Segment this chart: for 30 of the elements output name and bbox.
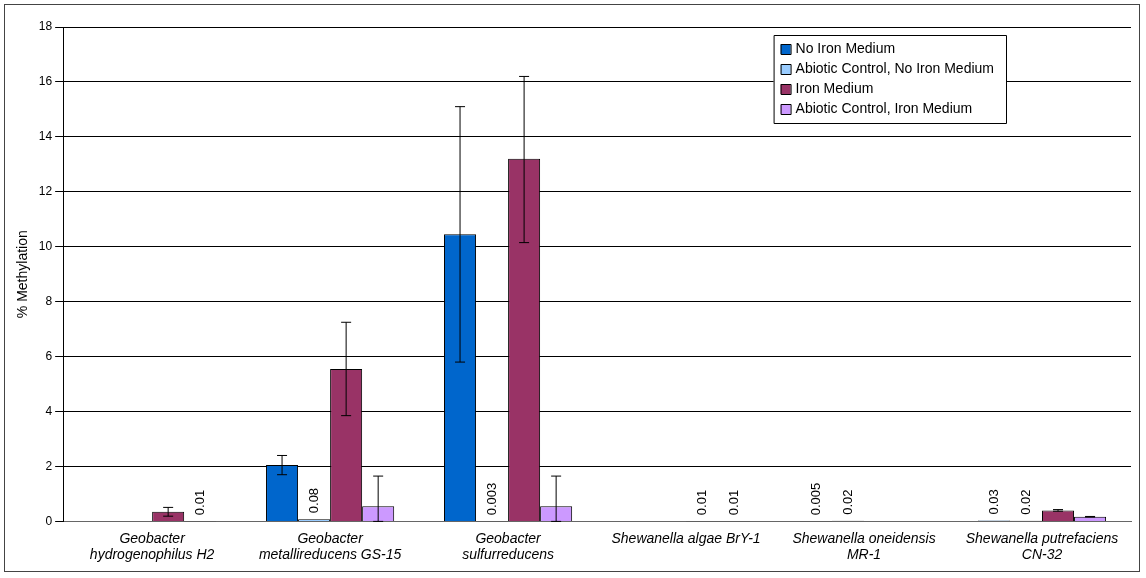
legend-label: Abiotic Control, No Iron Medium [795, 59, 995, 76]
data-label: 0.08 [305, 487, 321, 514]
x-tick-label: Shewanella putrefaciens CN-32 [965, 529, 1119, 563]
y-axis-title: % Methylation [14, 230, 31, 319]
legend-label: No Iron Medium [795, 39, 896, 56]
x-tick-label: Shewanella algae BrY-1 [611, 529, 761, 546]
data-label: 0.003 [483, 482, 499, 516]
y-tick-label: 12 [38, 184, 53, 199]
legend-label: Abiotic Control, Iron Medium [795, 99, 973, 116]
y-tick-label: 14 [38, 129, 53, 144]
y-tick-label: 2 [45, 458, 53, 473]
legend-label: Iron Medium [795, 79, 874, 96]
y-tick-label: 8 [45, 293, 53, 308]
y-tick-label: 18 [38, 19, 53, 34]
data-label: 0.01 [191, 489, 207, 516]
y-tick-label: 16 [38, 74, 53, 89]
x-tick-label: Geobacter sulfurreducens [462, 529, 554, 563]
y-tick-label: 10 [38, 239, 53, 254]
x-tick-label: Shewanella oneidensis MR-1 [792, 529, 936, 563]
data-label: 0.005 [807, 482, 823, 516]
x-tick-label: Geobacter hydrogenophilus H2 [89, 529, 215, 563]
data-label: 0.03 [985, 489, 1001, 515]
y-tick-label: 4 [45, 403, 53, 418]
data-label: 0.02 [1017, 489, 1033, 515]
data-label: 0.01 [693, 489, 709, 516]
x-tick-label: Geobacter metallireducens GS-15 [258, 529, 402, 563]
y-tick-label: 6 [45, 348, 53, 363]
data-label: 0.01 [725, 489, 741, 516]
y-tick-label: 0 [45, 513, 53, 528]
data-label: 0.02 [839, 489, 855, 515]
